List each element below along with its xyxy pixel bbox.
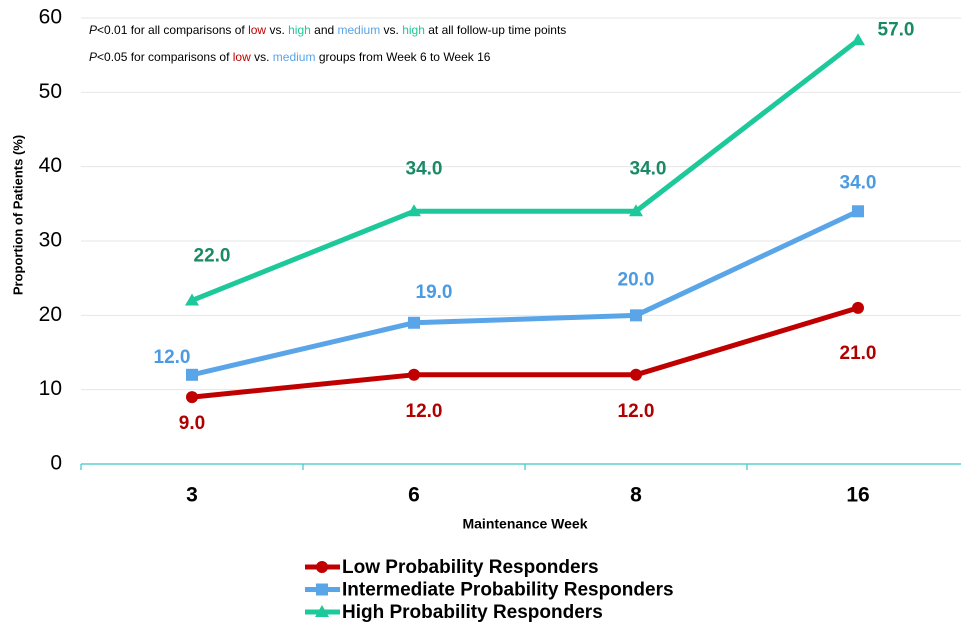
annotation-segment: low bbox=[248, 23, 266, 37]
y-tick-label: 0 bbox=[50, 452, 62, 475]
annotation-segment: vs. bbox=[266, 23, 288, 37]
marker bbox=[630, 368, 642, 381]
x-tick-label: 8 bbox=[630, 484, 642, 507]
legend-label: Low Probability Responders bbox=[342, 557, 599, 578]
marker bbox=[186, 391, 198, 404]
series-line bbox=[191, 209, 860, 378]
x-axis-label: Maintenance Week bbox=[462, 516, 587, 532]
annotation-segment: and bbox=[311, 23, 338, 37]
data-label: 19.0 bbox=[416, 282, 453, 303]
annotation-segment: groups from Week 6 to Week 16 bbox=[315, 50, 490, 64]
data-label: 12.0 bbox=[154, 347, 191, 368]
series-line bbox=[191, 305, 859, 400]
marker bbox=[407, 204, 421, 217]
y-tick-label: 40 bbox=[39, 154, 62, 177]
annotation-segment: vs. bbox=[251, 50, 273, 64]
annotation-segment: <0.01 for all comparisons of bbox=[97, 23, 248, 37]
y-tick-label: 30 bbox=[39, 229, 62, 252]
series-line bbox=[191, 38, 860, 303]
annotation-segment: <0.05 for comparisons of bbox=[97, 50, 233, 64]
annotation: P<0.01 for all comparisons of low vs. hi… bbox=[89, 23, 566, 37]
y-tick-label: 10 bbox=[39, 377, 62, 400]
marker bbox=[629, 204, 643, 217]
legend-marker bbox=[316, 583, 328, 596]
data-label: 34.0 bbox=[840, 172, 877, 193]
legend-marker bbox=[316, 561, 328, 573]
data-label: 21.0 bbox=[840, 343, 877, 364]
marker bbox=[851, 33, 865, 46]
data-label: 34.0 bbox=[406, 158, 443, 179]
y-axis-label: Proportion of Patients (%) bbox=[10, 135, 25, 295]
legend-marker bbox=[315, 605, 329, 617]
marker bbox=[408, 368, 420, 381]
data-label: 34.0 bbox=[630, 158, 667, 179]
marker bbox=[185, 293, 199, 306]
annotation-segment: P bbox=[89, 23, 97, 37]
data-label: 12.0 bbox=[406, 401, 443, 422]
marker bbox=[630, 309, 642, 322]
annotation-segment: medium bbox=[338, 23, 381, 37]
data-label: 57.0 bbox=[878, 19, 915, 40]
annotation-segment: vs. bbox=[380, 23, 402, 37]
legend-label: Intermediate Probability Responders bbox=[342, 580, 674, 601]
annotation-segment: at all follow-up time points bbox=[425, 23, 566, 37]
data-label: 12.0 bbox=[618, 401, 655, 422]
marker bbox=[852, 301, 864, 314]
data-label: 22.0 bbox=[194, 245, 231, 266]
legend-label: High Probability Responders bbox=[342, 602, 603, 623]
marker bbox=[852, 205, 864, 218]
x-tick-label: 16 bbox=[846, 484, 869, 507]
annotation-segment: high bbox=[402, 23, 425, 37]
data-label: 20.0 bbox=[618, 269, 655, 290]
data-label: 9.0 bbox=[179, 413, 205, 434]
marker bbox=[408, 316, 420, 329]
marker bbox=[186, 368, 198, 381]
annotation-segment: medium bbox=[273, 50, 316, 64]
annotation-segment: high bbox=[288, 23, 311, 37]
x-tick-label: 6 bbox=[408, 484, 420, 507]
annotation-segment: low bbox=[233, 50, 251, 64]
annotation: P<0.05 for comparisons of low vs. medium… bbox=[89, 50, 491, 64]
x-tick-label: 3 bbox=[186, 484, 198, 507]
y-tick-label: 50 bbox=[39, 80, 62, 103]
y-tick-label: 20 bbox=[39, 303, 62, 326]
y-tick-label: 60 bbox=[39, 6, 62, 29]
annotation-segment: P bbox=[89, 50, 97, 64]
